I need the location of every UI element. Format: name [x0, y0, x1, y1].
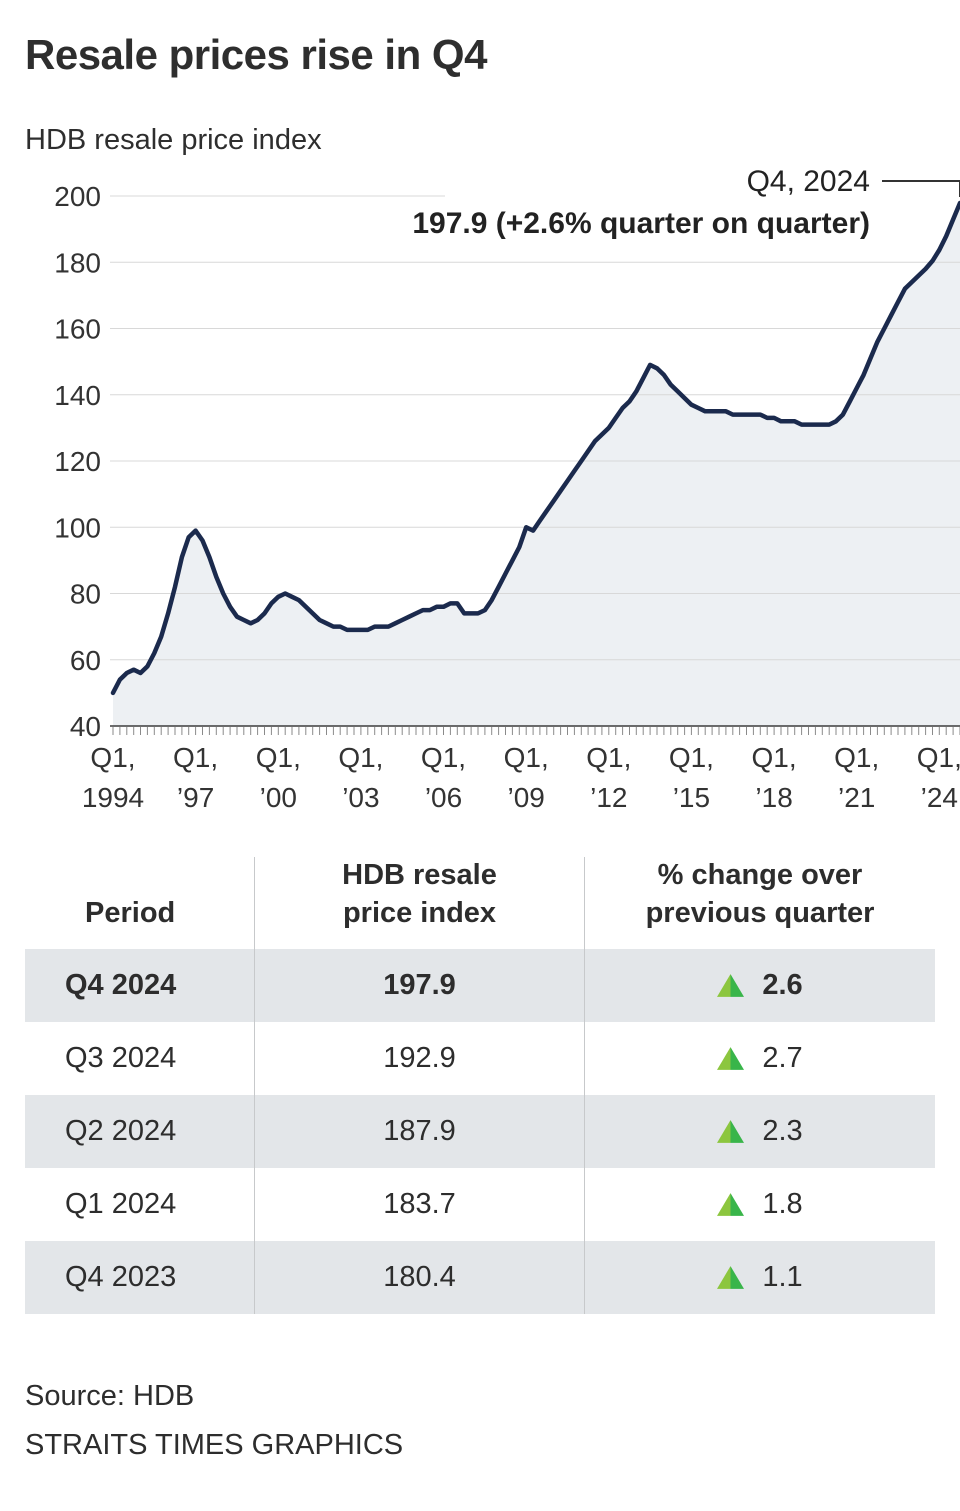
header-line: price index [342, 896, 497, 929]
table-header-row: Period HDB resale price index % change o… [25, 857, 935, 949]
chart-area [113, 203, 960, 727]
header-line: % change over [657, 859, 863, 892]
x-tick-label: ’03 [342, 782, 379, 813]
callout-line [882, 180, 960, 198]
col-header-index: HDB resale price index [255, 857, 585, 949]
period-cell: Q4 2024 [25, 948, 255, 1022]
x-tick-label: ’06 [425, 782, 462, 813]
up-triangle-icon [717, 1192, 745, 1216]
change-value: 2.3 [762, 1114, 803, 1147]
change-value: 2.7 [762, 1041, 803, 1074]
change-cell: 2.7 [585, 1022, 935, 1095]
page-title: Resale prices rise in Q4 [25, 31, 487, 78]
price-line [110, 200, 960, 696]
change-cell: 2.3 [585, 1095, 935, 1168]
x-tick-label: ’15 [673, 782, 710, 813]
y-tick-label: 140 [54, 380, 101, 411]
x-tick-label: ’18 [755, 782, 792, 813]
change-value: 1.8 [762, 1187, 803, 1220]
y-tick-label: 200 [54, 181, 101, 212]
x-tick-label: ’24 [921, 782, 958, 813]
price-index-chart: 40 60 80 100 120 140 160 180 200 Q1, 1994 Q1, ’97 Q1,… [25, 161, 960, 821]
up-triangle-icon [717, 1046, 745, 1070]
table-row: Q1 2024 183.7 1.8 [25, 1167, 935, 1241]
x-tick-label: Q1, [586, 742, 631, 773]
y-tick-label: 40 [70, 711, 101, 742]
credit-text: STRAITS TIMES GRAPHICS [25, 1428, 404, 1461]
y-tick-label: 80 [70, 579, 101, 610]
change-value: 2.6 [762, 968, 803, 1001]
x-tick-label: ’21 [838, 782, 875, 813]
y-tick-label: 100 [54, 512, 101, 543]
period-cell: Q3 2024 [25, 1021, 255, 1095]
x-tick-label: Q1, [173, 742, 218, 773]
x-tick-label: ’12 [590, 782, 627, 813]
change-cell: 1.1 [585, 1241, 935, 1314]
up-triangle-icon [717, 1119, 745, 1143]
up-triangle-icon [717, 973, 745, 997]
annotation-value: 197.9 (+2.6% quarter on quarter) [412, 207, 870, 240]
index-cell: 183.7 [255, 1167, 585, 1241]
x-tick-label: Q1, [834, 742, 879, 773]
y-tick-label: 60 [70, 645, 101, 676]
change-cell: 1.8 [585, 1168, 935, 1241]
x-tick-label: ’97 [177, 782, 214, 813]
up-triangle-icon [717, 1265, 745, 1289]
x-tick-label: Q1, [917, 742, 960, 773]
annotation-label: Q4, 2024 [747, 165, 870, 198]
header-line: Period [85, 896, 176, 929]
change-cell: 2.6 [585, 949, 935, 1022]
x-tick-label: ’00 [260, 782, 297, 813]
x-tick-label: Q1, [256, 742, 301, 773]
x-tick-label: Q1, [90, 742, 135, 773]
table-row: Q4 2024 197.9 2.6 [25, 948, 935, 1022]
x-tick-label: Q1, [669, 742, 714, 773]
chart-plot: 40 60 80 100 120 140 160 180 200 Q1, 1994 Q1, ’97 Q1,… [54, 180, 960, 813]
col-header-period: Period [25, 857, 255, 949]
source-text: Source: HDB [25, 1379, 195, 1412]
period-cell: Q1 2024 [25, 1167, 255, 1241]
index-cell: 192.9 [255, 1021, 585, 1095]
price-table: Period HDB resale price index % change o… [25, 857, 935, 1314]
y-tick-label: 180 [54, 247, 101, 278]
x-tick-label: ’09 [508, 782, 545, 813]
col-header-change: % change over previous quarter [585, 857, 935, 948]
chart-subtitle: HDB resale price index [25, 124, 322, 157]
index-cell: 180.4 [255, 1240, 585, 1314]
y-tick-label: 160 [54, 314, 101, 345]
chart-canvas: 40 60 80 100 120 140 160 180 200 Q1, 1994 Q1, ’97 Q1,… [54, 165, 960, 813]
period-cell: Q2 2024 [25, 1094, 255, 1168]
index-cell: 197.9 [255, 948, 585, 1022]
x-tick-label: Q1, [421, 742, 466, 773]
table-row: Q4 2023 180.4 1.1 [25, 1240, 935, 1314]
header-line: previous quarter [645, 896, 875, 929]
table-row: Q2 2024 187.9 2.3 [25, 1094, 935, 1168]
x-tick-label: 1994 [82, 782, 144, 813]
index-cell: 187.9 [255, 1094, 585, 1168]
x-tick-label: Q1, [504, 742, 549, 773]
x-tick-label: Q1, [338, 742, 383, 773]
x-tick-label: Q1, [752, 742, 797, 773]
table-row: Q3 2024 192.9 2.7 [25, 1021, 935, 1095]
header-line: HDB resale [342, 859, 497, 892]
period-cell: Q4 2023 [25, 1240, 255, 1314]
change-value: 1.1 [762, 1260, 803, 1293]
y-tick-label: 120 [54, 446, 101, 477]
